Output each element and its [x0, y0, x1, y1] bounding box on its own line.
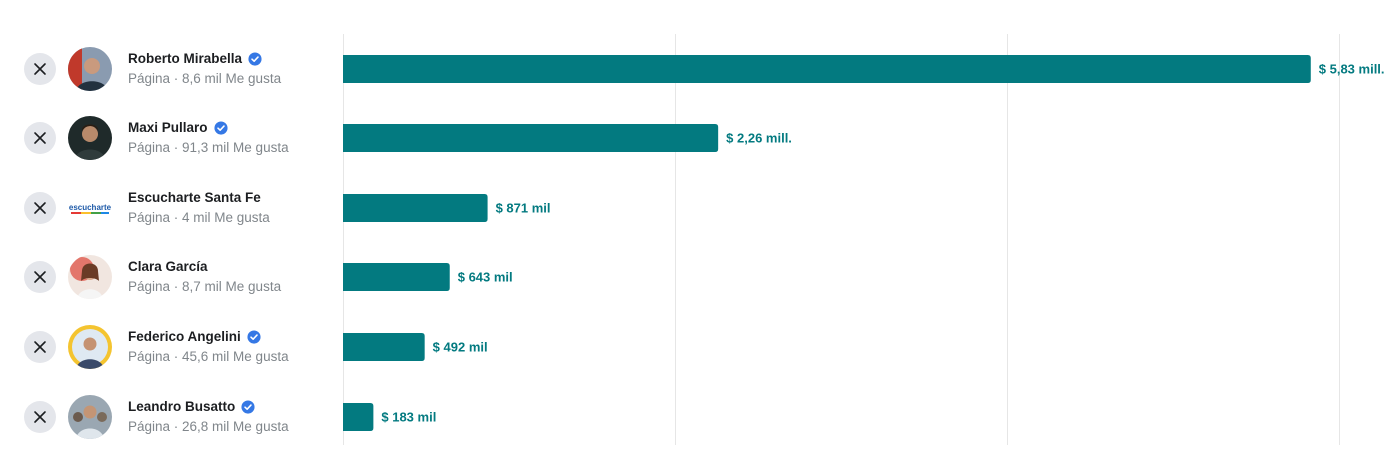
page-name-line: Escucharte Santa Fe — [128, 190, 261, 205]
page-avatar: escucharte — [68, 186, 112, 230]
close-icon — [34, 132, 46, 144]
close-icon — [34, 341, 46, 353]
bar[interactable] — [343, 403, 374, 431]
remove-page-button[interactable] — [24, 261, 56, 293]
page-avatar — [68, 47, 112, 91]
bar[interactable] — [343, 333, 425, 361]
page-row: Clara García Página · 8,7 mil Me gusta — [0, 247, 340, 307]
page-row: escucharte Escucharte Santa Fe Página · 4 … — [0, 178, 340, 238]
page-meta: Página · 45,6 mil Me gusta — [128, 349, 289, 364]
page-avatar — [68, 395, 112, 439]
bar-value-label: $ 183 mil — [381, 410, 436, 425]
remove-page-button[interactable] — [24, 53, 56, 85]
remove-page-button[interactable] — [24, 331, 56, 363]
remove-page-button[interactable] — [24, 401, 56, 433]
bar-value-label: $ 643 mil — [458, 270, 513, 285]
page-name[interactable]: Escucharte Santa Fe — [128, 190, 261, 205]
page-row: Federico Angelini Página · 45,6 mil Me gu… — [0, 317, 340, 377]
remove-page-button[interactable] — [24, 192, 56, 224]
page-name[interactable]: Clara García — [128, 259, 208, 274]
page-name[interactable]: Federico Angelini — [128, 329, 241, 344]
page-name-line: Maxi Pullaro — [128, 120, 228, 135]
page-avatar — [68, 325, 112, 369]
remove-page-button[interactable] — [24, 122, 56, 154]
page-row: Roberto Mirabella Página · 8,6 mil Me gus… — [0, 39, 340, 99]
close-icon — [34, 63, 46, 75]
page-name-line: Federico Angelini — [128, 329, 261, 344]
verified-badge-icon — [247, 329, 261, 344]
bar[interactable] — [343, 124, 719, 152]
page-name[interactable]: Maxi Pullaro — [128, 120, 208, 135]
page-name[interactable]: Roberto Mirabella — [128, 51, 243, 66]
page-row: Maxi Pullaro Página · 91,3 mil Me gusta — [0, 108, 340, 168]
bar-value-label: $ 2,26 mill. — [726, 131, 792, 146]
page-meta: Página · 91,3 mil Me gusta — [128, 140, 289, 155]
page-meta: Página · 26,8 mil Me gusta — [128, 419, 289, 434]
page-row: Leandro Busatto Página · 26,8 mil Me gust… — [0, 387, 340, 447]
verified-badge-icon — [248, 51, 262, 66]
verified-badge-icon — [241, 399, 255, 414]
bar-value-label: $ 492 mil — [433, 340, 488, 355]
bar-value-label: $ 871 mil — [496, 201, 551, 216]
svg-text:escucharte: escucharte — [69, 203, 112, 212]
page-avatar — [68, 116, 112, 160]
page-avatar — [68, 255, 112, 299]
bar[interactable] — [343, 55, 1311, 83]
page-name-line: Leandro Busatto — [128, 399, 255, 414]
page-meta: Página · 8,7 mil Me gusta — [128, 279, 282, 294]
page-name-line: Roberto Mirabella — [128, 51, 262, 66]
page-name[interactable]: Leandro Busatto — [128, 399, 236, 414]
bar[interactable] — [343, 194, 488, 222]
page-meta: Página · 8,6 mil Me gusta — [128, 71, 282, 86]
page-name-line: Clara García — [128, 259, 208, 274]
close-icon — [34, 411, 46, 423]
close-icon — [34, 202, 46, 214]
bar-value-label: $ 5,83 mill. — [1319, 62, 1385, 77]
page-meta: Página · 4 mil Me gusta — [128, 210, 270, 225]
close-icon — [34, 271, 46, 283]
bar[interactable] — [343, 263, 450, 291]
verified-badge-icon — [213, 120, 228, 135]
